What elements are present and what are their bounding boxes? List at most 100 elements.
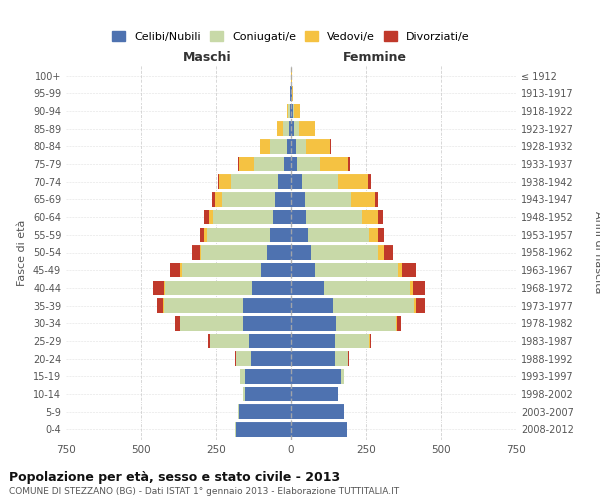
Bar xyxy=(252,280,291,295)
Bar xyxy=(291,263,315,278)
Bar xyxy=(218,174,219,189)
Bar xyxy=(378,228,384,242)
Bar xyxy=(291,122,294,136)
Bar xyxy=(235,422,291,436)
Bar xyxy=(291,404,343,419)
Bar xyxy=(215,192,222,206)
Bar xyxy=(207,228,270,242)
Bar xyxy=(291,210,306,224)
Bar xyxy=(240,369,245,384)
Bar xyxy=(305,192,351,206)
Bar xyxy=(243,298,291,313)
Bar xyxy=(297,157,320,172)
Bar xyxy=(291,157,297,172)
Bar xyxy=(245,387,291,402)
Bar xyxy=(291,369,341,384)
Bar xyxy=(294,104,300,118)
Bar xyxy=(291,316,336,330)
Bar xyxy=(204,210,209,224)
Bar xyxy=(415,298,425,313)
Bar xyxy=(287,139,291,154)
Bar xyxy=(351,192,375,206)
Text: Popolazione per età, sesso e stato civile - 2013: Popolazione per età, sesso e stato civil… xyxy=(9,472,340,484)
Bar xyxy=(235,352,251,366)
Bar xyxy=(180,263,182,278)
Bar xyxy=(336,316,396,330)
Bar xyxy=(290,104,291,118)
Bar xyxy=(308,228,369,242)
Bar xyxy=(289,104,290,118)
Bar xyxy=(396,316,397,330)
Bar xyxy=(397,316,401,330)
Bar xyxy=(375,192,378,206)
Bar xyxy=(409,280,413,295)
Bar xyxy=(320,157,348,172)
Bar xyxy=(270,228,291,242)
Bar xyxy=(291,104,293,118)
Bar xyxy=(413,280,425,295)
Bar xyxy=(170,263,180,278)
Bar xyxy=(291,280,324,295)
Legend: Celibi/Nubili, Coniugati/e, Vedovi/e, Divorziati/e: Celibi/Nubili, Coniugati/e, Vedovi/e, Di… xyxy=(109,28,473,45)
Bar xyxy=(210,334,249,348)
Bar xyxy=(267,245,291,260)
Bar xyxy=(293,104,294,118)
Bar xyxy=(292,86,293,101)
Bar xyxy=(335,352,348,366)
Text: COMUNE DI STEZZANO (BG) - Dati ISTAT 1° gennaio 2013 - Elaborazione TUTTITALIA.I: COMUNE DI STEZZANO (BG) - Dati ISTAT 1° … xyxy=(9,487,399,496)
Bar xyxy=(239,157,254,172)
Bar xyxy=(306,139,330,154)
Text: Maschi: Maschi xyxy=(182,51,232,64)
Bar xyxy=(182,263,261,278)
Bar xyxy=(219,174,231,189)
Bar xyxy=(414,298,415,313)
Bar xyxy=(289,122,291,136)
Bar xyxy=(306,210,361,224)
Bar xyxy=(378,245,384,260)
Bar xyxy=(249,334,291,348)
Bar xyxy=(294,122,299,136)
Bar xyxy=(243,387,245,402)
Bar xyxy=(384,245,393,260)
Bar xyxy=(251,352,291,366)
Bar xyxy=(153,280,163,295)
Bar xyxy=(290,86,291,101)
Bar xyxy=(296,139,306,154)
Bar xyxy=(284,157,291,172)
Bar xyxy=(245,369,291,384)
Bar xyxy=(175,316,180,330)
Bar xyxy=(199,228,204,242)
Bar xyxy=(369,334,370,348)
Bar xyxy=(398,263,402,278)
Bar xyxy=(402,263,415,278)
Bar xyxy=(311,245,378,260)
Bar xyxy=(238,404,239,419)
Bar xyxy=(291,192,305,206)
Bar xyxy=(243,316,291,330)
Bar xyxy=(239,404,291,419)
Bar xyxy=(192,245,199,260)
Bar xyxy=(222,192,275,206)
Bar xyxy=(277,122,283,136)
Bar xyxy=(333,298,414,313)
Bar xyxy=(291,352,335,366)
Bar xyxy=(341,369,343,384)
Bar xyxy=(254,157,284,172)
Bar xyxy=(163,298,243,313)
Y-axis label: Anni di nascita: Anni di nascita xyxy=(593,211,600,294)
Bar xyxy=(348,352,349,366)
Bar xyxy=(291,174,302,189)
Bar xyxy=(291,298,333,313)
Bar xyxy=(348,157,349,172)
Bar xyxy=(367,174,371,189)
Bar xyxy=(165,280,252,295)
Bar xyxy=(315,263,398,278)
Bar xyxy=(277,174,291,189)
Bar xyxy=(270,139,287,154)
Bar xyxy=(291,139,296,154)
Bar xyxy=(324,280,409,295)
Bar xyxy=(361,210,378,224)
Bar xyxy=(337,174,367,189)
Bar xyxy=(283,122,289,136)
Bar xyxy=(231,174,277,189)
